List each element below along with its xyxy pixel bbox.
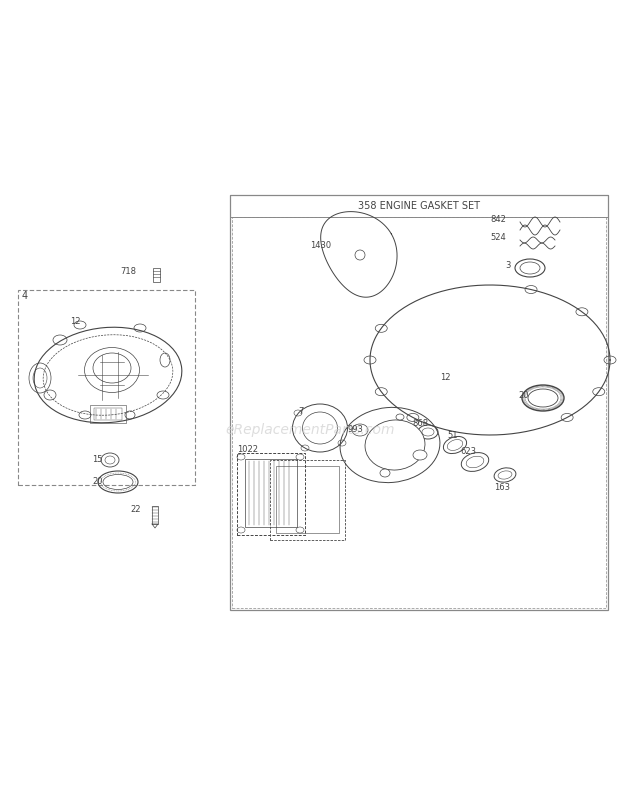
Bar [94,408,122,420]
Bar [270,460,345,540]
Bar [230,195,608,217]
Text: 524: 524 [490,233,506,242]
Text: 20: 20 [518,391,528,400]
Text: 718: 718 [120,268,136,277]
Bar [153,268,160,282]
Text: 4: 4 [22,291,28,301]
Text: 12: 12 [70,318,81,326]
Text: 358 ENGINE GASKET SET: 358 ENGINE GASKET SET [358,201,480,211]
Text: 163: 163 [494,484,510,492]
Text: 3: 3 [505,261,510,270]
Bar [152,506,158,524]
Text: eReplacementParts.com: eReplacementParts.com [225,423,395,437]
Bar [245,459,297,527]
Ellipse shape [380,469,390,477]
Text: 15: 15 [92,456,102,464]
Ellipse shape [352,424,368,436]
Text: 20: 20 [92,476,102,485]
Text: 12: 12 [440,374,451,383]
Text: 842: 842 [490,216,506,225]
Text: 51: 51 [447,431,458,439]
Text: 1022: 1022 [237,444,258,453]
Ellipse shape [365,420,425,470]
Bar [232,217,606,608]
Bar [276,466,339,533]
Bar [230,195,608,610]
Text: 1430: 1430 [310,241,331,249]
Text: 22: 22 [130,505,141,515]
Bar [237,453,305,535]
Text: 7: 7 [298,407,303,416]
Bar [90,405,126,423]
Ellipse shape [413,450,427,460]
Ellipse shape [396,414,404,420]
Bar [18,290,195,485]
Text: 868: 868 [412,419,428,427]
Ellipse shape [303,412,337,444]
Text: 993: 993 [348,426,364,435]
Text: 623: 623 [460,448,476,456]
